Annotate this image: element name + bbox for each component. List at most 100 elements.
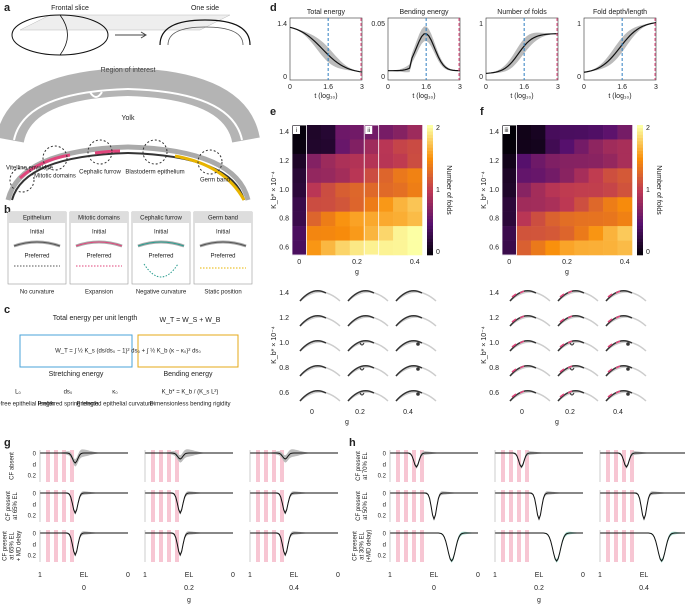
shape xyxy=(347,315,375,327)
shape xyxy=(569,342,575,346)
heat-cell xyxy=(588,211,604,227)
colorbar-step xyxy=(637,138,643,142)
stretch-box xyxy=(19,334,133,368)
heat-cell xyxy=(588,168,604,184)
heat-cell xyxy=(502,139,517,155)
shape xyxy=(607,290,621,298)
label: One side xyxy=(191,5,219,12)
shape xyxy=(395,366,437,377)
shape xyxy=(143,263,179,278)
label: 0 xyxy=(336,572,340,579)
label: b xyxy=(4,204,11,216)
heat-cell xyxy=(407,182,423,198)
shape xyxy=(511,315,525,323)
stripe xyxy=(151,450,155,482)
colorbar-step xyxy=(427,183,433,188)
shape xyxy=(559,390,573,398)
label: 1.0 xyxy=(489,340,499,347)
label: 1 xyxy=(436,187,440,194)
label: (+MD delay) xyxy=(367,530,373,563)
shape xyxy=(299,290,327,302)
shape xyxy=(299,315,327,327)
colorbar-step xyxy=(427,167,433,171)
stripe xyxy=(46,530,50,562)
colorbar-step xyxy=(427,190,433,194)
stripe xyxy=(622,530,626,562)
label: 0.2 xyxy=(565,409,575,416)
shape xyxy=(13,87,243,141)
shape xyxy=(509,291,551,302)
label: 0 xyxy=(283,74,287,81)
label: CF present xyxy=(356,451,362,481)
stripe xyxy=(525,530,529,562)
heat-cell xyxy=(603,153,618,169)
stripe xyxy=(167,530,171,562)
label: 0.8 xyxy=(489,216,499,223)
heat-cell xyxy=(393,182,408,198)
heat-cell xyxy=(292,197,307,212)
heat-cell xyxy=(516,125,532,140)
label: ii xyxy=(367,128,370,134)
colorbar-step xyxy=(427,232,433,236)
heat-cell xyxy=(559,226,575,241)
colorbar-step xyxy=(637,190,643,194)
zoom-circle xyxy=(42,145,68,171)
label: a xyxy=(4,2,11,14)
shape xyxy=(174,154,246,201)
label: Vitelline envelope xyxy=(6,166,54,172)
label: 0.2 xyxy=(562,259,572,266)
heat-cell xyxy=(335,139,351,155)
label: e xyxy=(270,106,276,118)
colorbar-step xyxy=(427,212,433,217)
colorbar-step xyxy=(427,251,433,256)
label: EL xyxy=(185,572,194,579)
band xyxy=(250,531,338,557)
heat-cell xyxy=(306,153,322,169)
label: W_T = ∫ ½ K_s (ds/ds₀ − 1)² ds₀ + ∫ ½ K_… xyxy=(55,348,201,355)
shape xyxy=(299,340,327,352)
shape xyxy=(559,365,573,373)
heat-cell xyxy=(407,226,423,241)
heat-cell xyxy=(292,226,307,241)
label: Epithelium xyxy=(23,216,51,222)
shape xyxy=(0,67,260,144)
stripe xyxy=(264,530,268,562)
label: 0.4 xyxy=(403,409,413,416)
stripe xyxy=(404,450,408,482)
colorbar-step xyxy=(427,154,433,158)
colorbar-step xyxy=(637,180,643,184)
heat-cell xyxy=(559,240,575,256)
heat-cell xyxy=(502,211,517,227)
label: 0 xyxy=(436,249,440,256)
colorbar-step xyxy=(637,199,643,204)
stripe xyxy=(630,490,634,522)
stripe xyxy=(517,490,521,522)
heat-cell xyxy=(603,197,618,212)
box xyxy=(69,211,129,285)
heat-cell xyxy=(617,153,633,169)
colorbar-step xyxy=(427,177,433,181)
heat-cell xyxy=(364,153,379,169)
label: Frontal slice xyxy=(51,5,89,12)
shape xyxy=(137,241,185,247)
bend-box xyxy=(137,334,239,368)
heat-cell xyxy=(393,125,408,140)
heat-cell xyxy=(574,168,589,184)
label: ds₀ xyxy=(64,390,73,396)
label: 0 xyxy=(297,259,301,266)
band xyxy=(600,531,685,563)
shape xyxy=(395,291,437,302)
stripe xyxy=(272,530,276,562)
label: at 30% EL xyxy=(360,531,366,559)
profile-line xyxy=(390,452,478,468)
stripe xyxy=(606,530,610,562)
label: L₀ xyxy=(15,390,21,396)
heat-cell xyxy=(516,168,532,184)
stripe xyxy=(175,450,179,482)
label: K_b* × 10⁻⁴ xyxy=(271,326,278,364)
fold xyxy=(626,342,630,346)
label: 1.0 xyxy=(489,187,499,194)
band xyxy=(495,491,583,521)
heat-cell xyxy=(378,125,394,140)
shape xyxy=(347,340,375,352)
